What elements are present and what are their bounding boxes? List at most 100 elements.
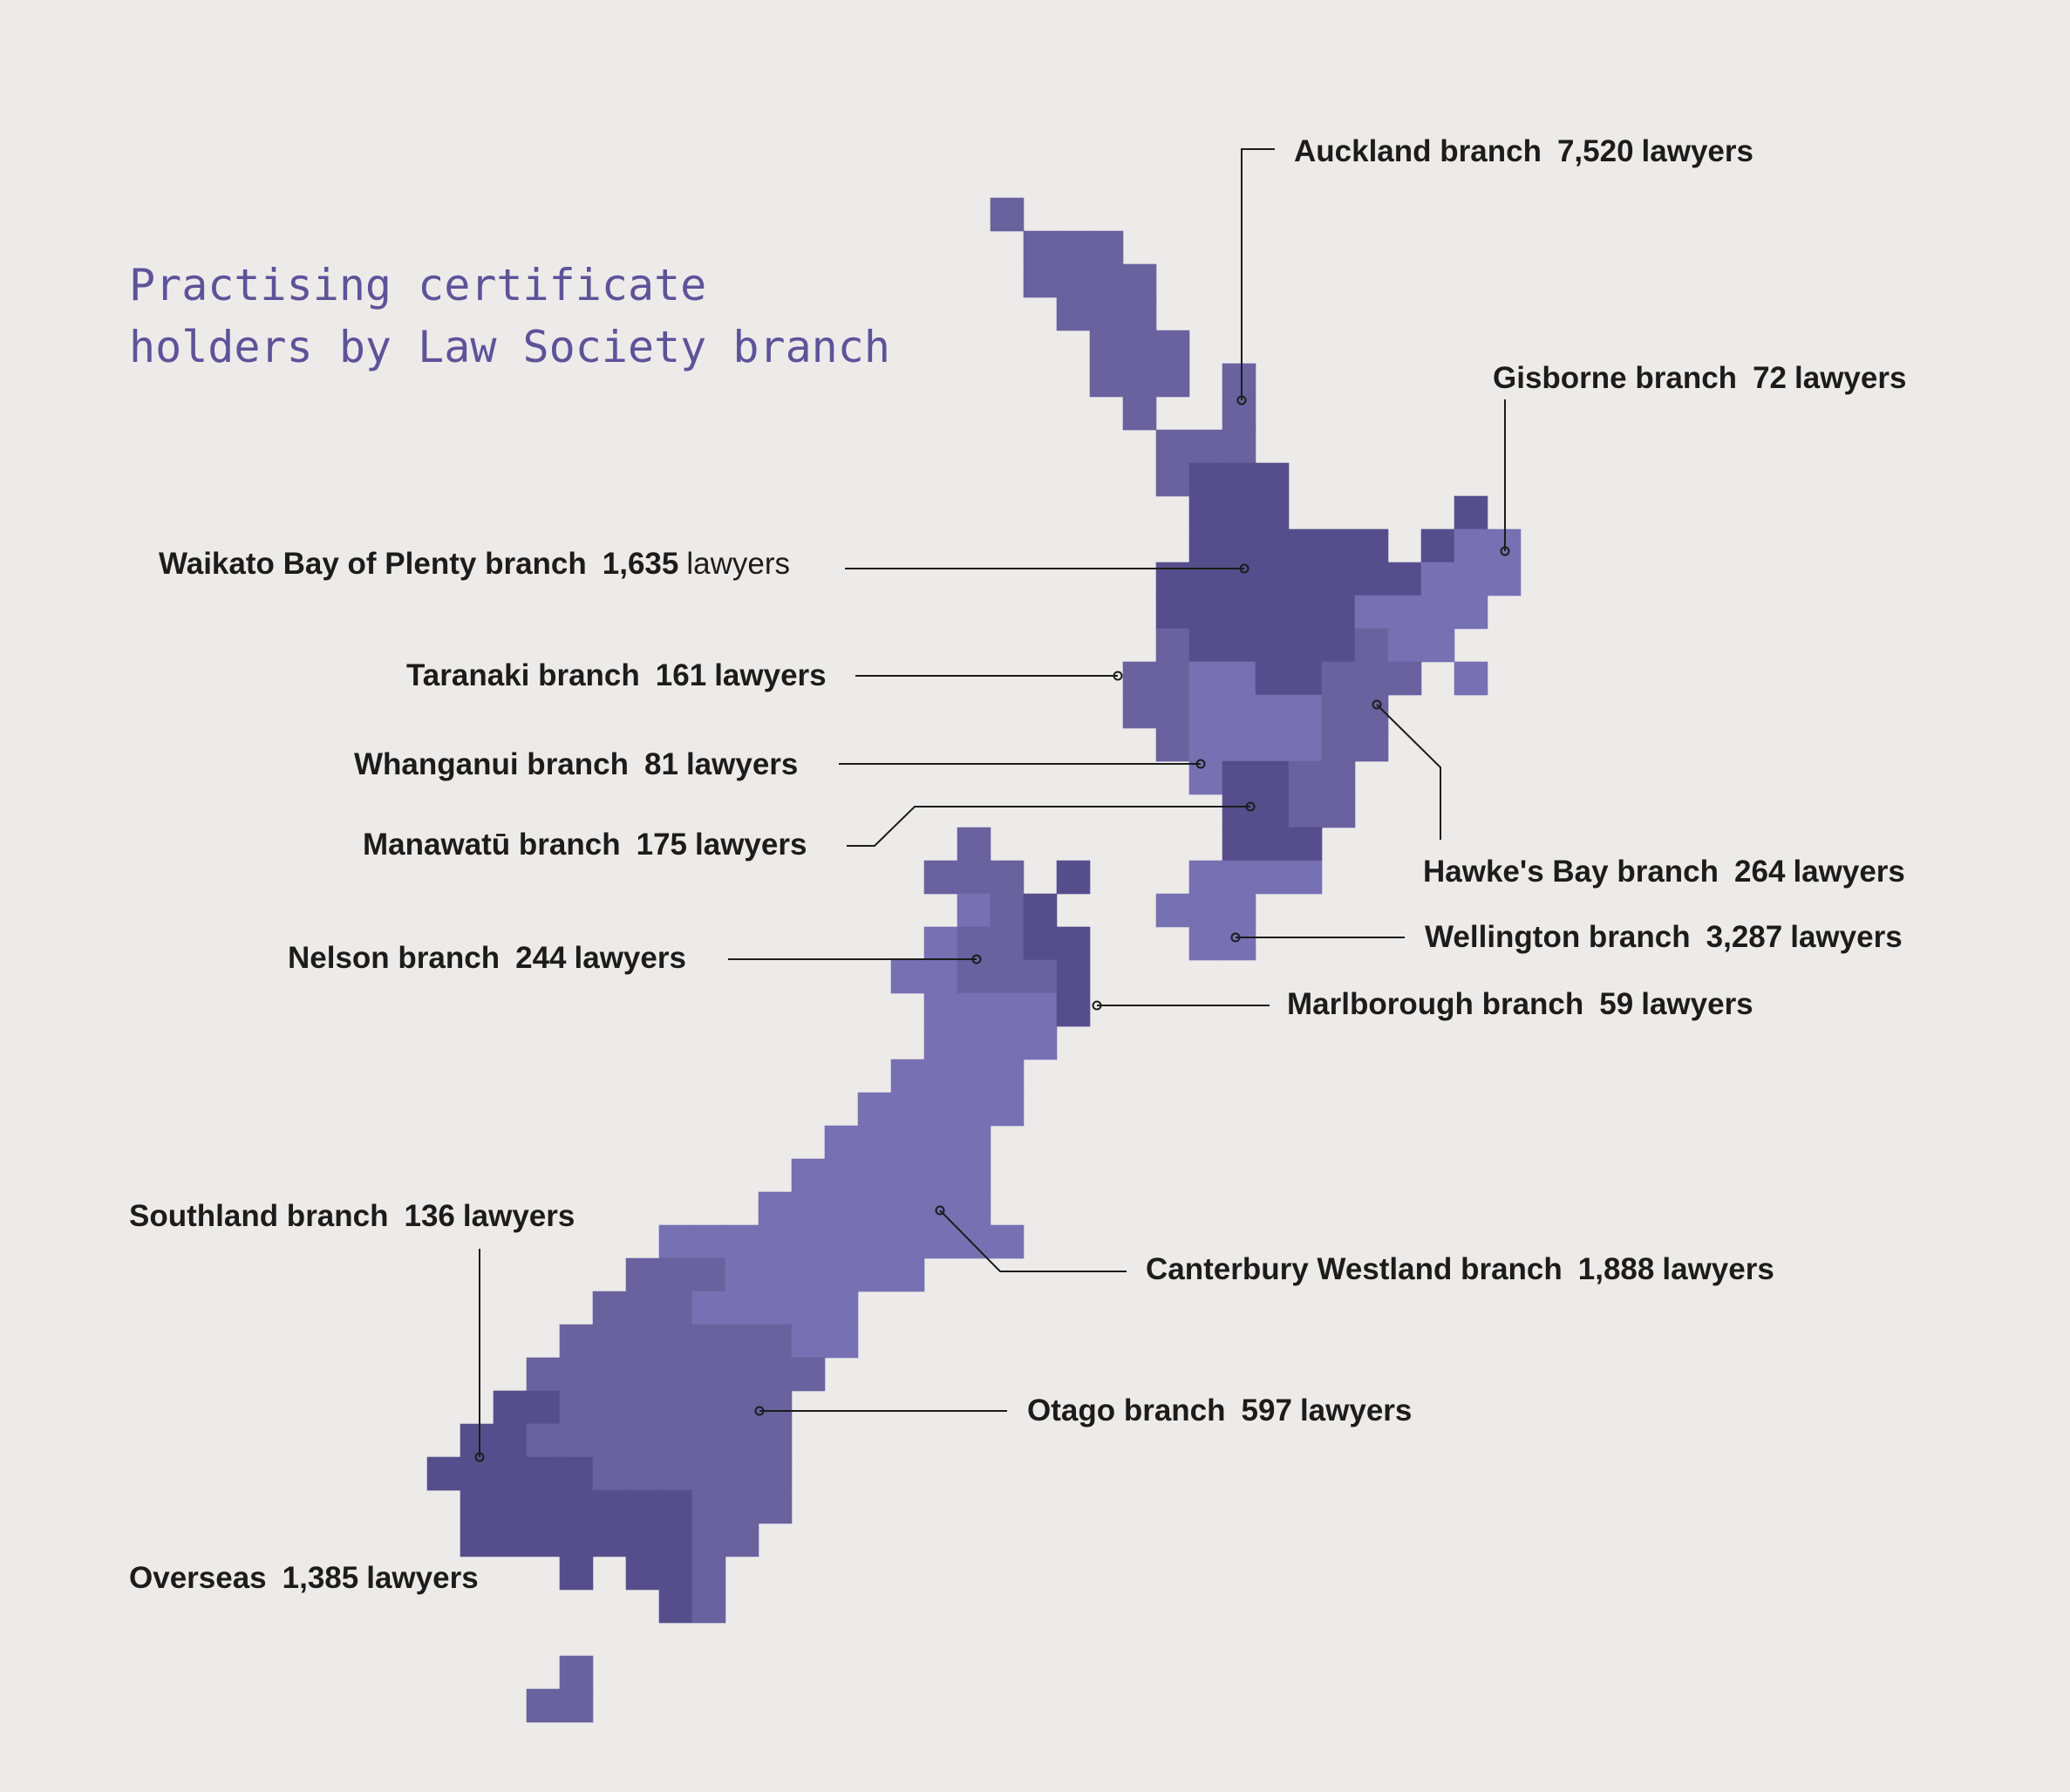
map-tile [990,1092,1025,1127]
map-tile [990,992,1025,1027]
map-tile [857,1125,892,1160]
leader-line-auckland [1241,148,1275,400]
map-tile [1188,860,1223,895]
map-tile [1222,595,1256,630]
map-tile [791,1191,826,1226]
map-tile [460,1489,494,1524]
leader-lines [474,148,1510,1462]
map-tile [1222,628,1256,663]
leader-dot-whanganui [1195,759,1206,769]
map-tile [526,1688,561,1723]
map-tile [1288,628,1323,663]
map-tile [1155,893,1190,928]
map-tile [791,1324,826,1359]
map-tile [526,1390,561,1425]
map-tile [957,1191,991,1226]
map-tile [1089,230,1124,265]
map-tile [1222,495,1256,530]
map-tile [559,1489,594,1524]
chart-title: Practising certificate holders by Law So… [129,260,890,372]
map-tile [725,1523,759,1557]
map-tile [526,1489,561,1524]
map-tile [990,1059,1025,1094]
map-tile [890,1092,925,1127]
map-tile [625,1390,660,1425]
map-tile [1354,562,1389,596]
map-tile [658,1523,693,1557]
map-tile [725,1224,759,1259]
map-tile [1023,230,1058,265]
map-tile [625,1357,660,1392]
map-tile [691,1257,726,1292]
map-tile [1222,926,1256,961]
leader-dot-southland [474,1452,485,1462]
map-tile [1255,495,1290,530]
map-tile [1023,959,1058,994]
map-tile [493,1390,528,1425]
map-tile [1288,794,1323,828]
label-hawkesbay: Hawke's Bay branch 264 lawyers [1423,855,1905,889]
map-tile [1188,628,1223,663]
map-tile [592,1291,627,1325]
map-tile [1487,562,1522,596]
leader-dot-marlborough [1092,1000,1102,1011]
map-tile [1089,363,1124,398]
map-tile [658,1257,693,1292]
map-tile [758,1357,793,1392]
map-tile [1387,562,1422,596]
map-tile [1089,330,1124,365]
map-tile [1321,760,1356,795]
map-tile [1122,396,1157,431]
map-tile [1454,528,1488,563]
map-tile [1155,727,1190,762]
map-tile [1255,661,1290,696]
map-tile [460,1456,494,1491]
map-tile [857,1092,892,1127]
map-tile [691,1390,726,1425]
map-tile [625,1257,660,1292]
leader-dot-taranaki [1113,671,1123,681]
label-otago: Otago branch 597 lawyers [1027,1393,1413,1427]
map-tile [990,1224,1025,1259]
map-tile [1222,429,1256,464]
map-tile [1321,595,1356,630]
map-tile [559,1456,594,1491]
map-tile [1321,727,1356,762]
map-tile [957,1025,991,1060]
map-tile [1288,661,1323,696]
map-tile [990,926,1025,961]
map-tile [1089,296,1124,331]
map-tile [1188,462,1223,497]
map-tile [691,1291,726,1325]
map-tile [658,1357,693,1392]
map-tile [957,992,991,1027]
map-tile [658,1224,693,1259]
map-tile [1155,562,1190,596]
map-tile [957,1224,991,1259]
map-tile [691,1423,726,1458]
map-tile [658,1589,693,1624]
map-tile [957,959,991,994]
map-tile [923,1158,958,1193]
map-tile [526,1357,561,1392]
map-tile [1354,628,1389,663]
map-tile [1288,727,1323,762]
map-tile [923,1025,958,1060]
leader-line-hawkesbay [1376,704,1441,840]
map-tile [493,1423,528,1458]
map-tile [1454,595,1488,630]
map-tile [625,1456,660,1491]
map-tile [1222,363,1256,398]
label-canterbury: Canterbury Westland branch 1,888 lawyers [1146,1252,1774,1286]
leader-dot-manawatu [1245,801,1256,812]
map-tile [1255,694,1290,729]
map-tile [526,1523,561,1557]
map-tile [1188,727,1223,762]
map-tile [1188,926,1223,961]
leader-dot-waikato [1239,563,1249,574]
map-tile [625,1556,660,1591]
map-tile [1321,794,1356,828]
map-tile [725,1357,759,1392]
map-tile [1321,628,1356,663]
map-tile [1222,462,1256,497]
